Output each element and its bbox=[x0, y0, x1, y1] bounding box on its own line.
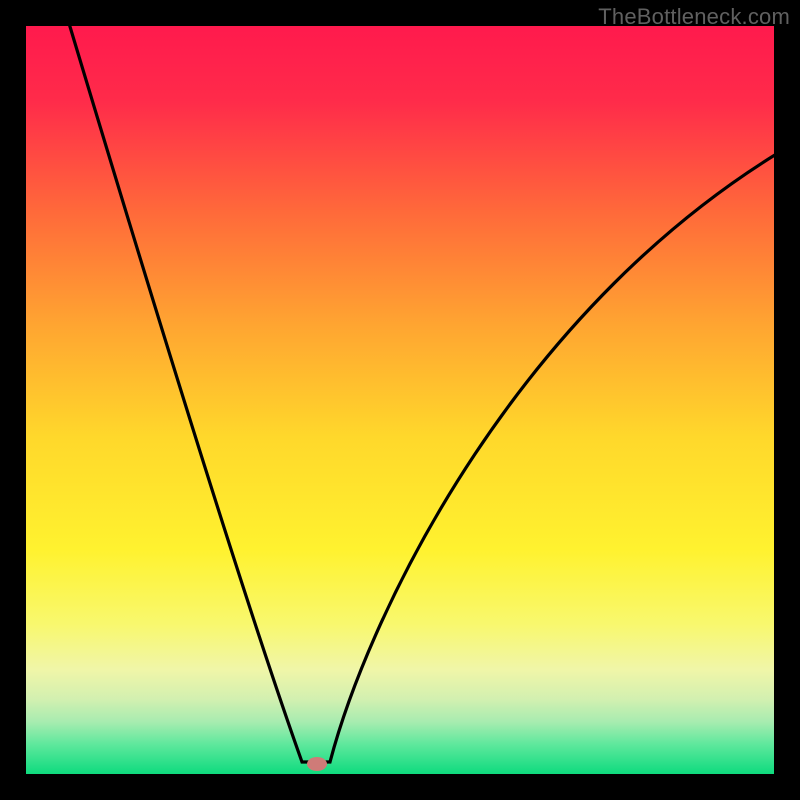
chart-svg bbox=[0, 0, 800, 800]
watermark-text: TheBottleneck.com bbox=[598, 4, 790, 30]
optimal-marker bbox=[307, 757, 327, 771]
bottleneck-chart: TheBottleneck.com bbox=[0, 0, 800, 800]
gradient-background bbox=[26, 26, 774, 774]
